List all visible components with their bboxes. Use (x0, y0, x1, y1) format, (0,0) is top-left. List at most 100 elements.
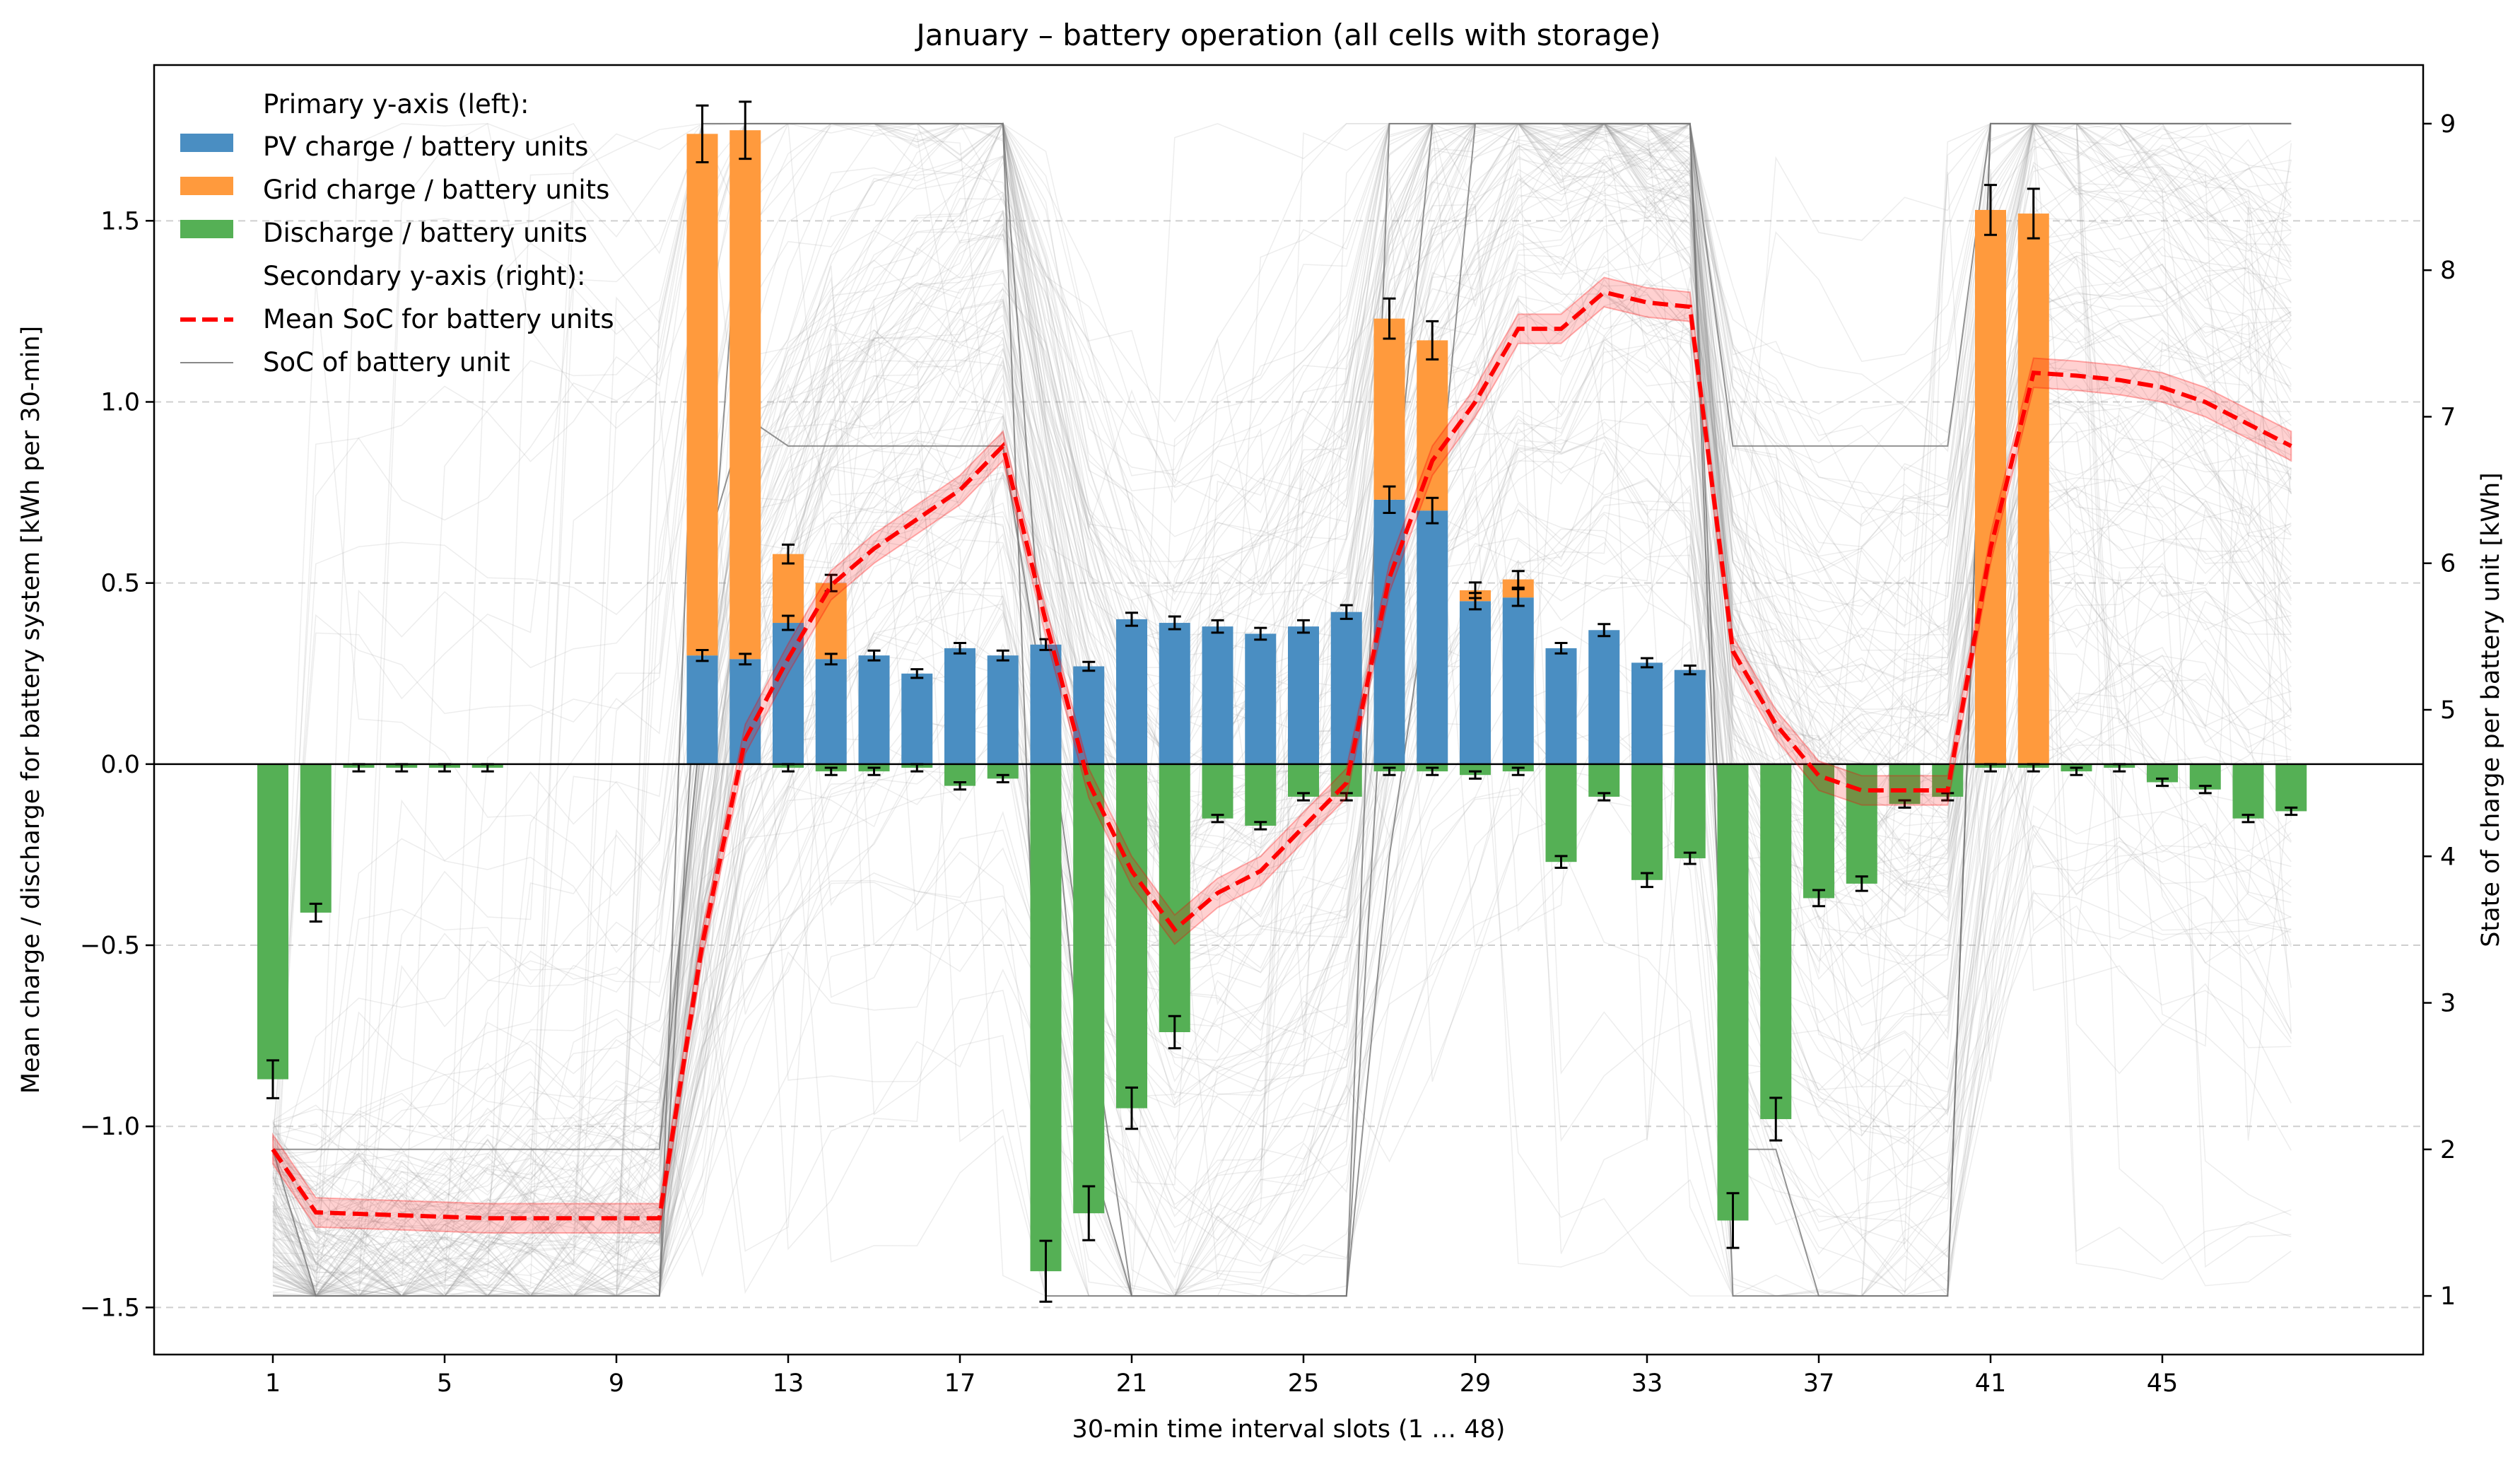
unit-soc-line (272, 123, 2292, 1260)
unit-soc-line (272, 123, 2292, 1244)
unit-soc-line (272, 129, 2292, 1297)
legend-label-mean-soc: Mean SoC for battery units (263, 304, 614, 334)
unit-soc-line (272, 122, 2292, 1296)
unit-soc-line (272, 266, 2292, 1297)
unit-soc-line (272, 123, 2292, 1297)
pv-bar (1502, 597, 1534, 764)
discharge-bar (1073, 764, 1105, 1214)
x-tick-label: 29 (1460, 1369, 1492, 1398)
unit-soc-line (272, 122, 2292, 1297)
unit-soc-line (272, 407, 2292, 1287)
grid-bar (1417, 340, 1448, 511)
pv-bar (686, 655, 718, 764)
unit-soc-line (272, 427, 2292, 1297)
unit-soc-line (272, 123, 2292, 1297)
x-tick-label: 25 (1288, 1369, 1320, 1398)
grid-bar (773, 554, 804, 624)
discharge-bar (1545, 764, 1577, 862)
pv-bar (858, 655, 890, 764)
unit-soc-line (272, 122, 2292, 1297)
unit-soc-line (272, 122, 2292, 1248)
unit-soc-line-highlight (273, 122, 2292, 1297)
x-tick-label: 9 (609, 1369, 624, 1398)
unit-soc-line (272, 123, 2292, 1297)
unit-soc-line (272, 406, 2292, 1297)
unit-soc-line (272, 123, 2292, 1282)
mean-soc-line (271, 290, 2292, 1221)
pv-bar (1202, 626, 1233, 764)
unit-soc-line (272, 123, 2292, 1297)
discharge-bar (1116, 764, 1147, 1109)
unit-soc-line (272, 156, 2292, 1297)
unit-soc-lines (272, 122, 2292, 1298)
unit-soc-line (272, 123, 2292, 1165)
pv-bar (1417, 510, 1448, 764)
unit-soc-line (272, 122, 2292, 1297)
unit-soc-line (272, 123, 2292, 1297)
unit-soc-line (272, 329, 2292, 1241)
y-tick-label-left: 0.5 (100, 570, 140, 598)
unit-soc-line (272, 123, 2292, 1297)
unit-soc-line (272, 122, 2292, 1211)
error-bars (266, 100, 2298, 1303)
y-tick-label-right: 6 (2440, 550, 2456, 578)
unit-soc-line (272, 123, 2292, 1284)
pv-bar (815, 659, 847, 764)
unit-soc-line (272, 345, 2292, 1297)
pv-bar (1631, 662, 1663, 764)
unit-soc-line (272, 391, 2292, 1297)
x-tick-label: 17 (944, 1369, 976, 1398)
unit-soc-line (272, 122, 2292, 1230)
unit-soc-line (272, 177, 2292, 1297)
unit-soc-line (272, 123, 2292, 1297)
pv-bar (773, 623, 804, 764)
grid-bar (815, 583, 847, 660)
y-tick-label-right: 9 (2440, 110, 2456, 139)
discharge-bar (1631, 764, 1663, 880)
y-tick-label-left: 1.0 (100, 388, 140, 416)
x-tick-label: 13 (773, 1369, 804, 1398)
legend-header-primary: Primary y-axis (left): (263, 89, 529, 119)
unit-soc-line (272, 123, 2292, 1297)
y-tick-label-left: 1.5 (100, 207, 140, 235)
discharge-bar (1202, 764, 1233, 819)
unit-soc-line (272, 276, 2292, 1297)
unit-soc-line (272, 122, 2292, 1182)
unit-soc-line (272, 123, 2292, 1298)
unit-soc-line (272, 123, 2292, 1142)
legend-header-secondary: Secondary y-axis (right): (263, 261, 585, 291)
unit-soc-line (272, 344, 2292, 1297)
unit-soc-line (272, 123, 2292, 1297)
unit-soc-line (272, 247, 2292, 1256)
y-tick-label-right: 7 (2440, 403, 2456, 431)
x-axis-label: 30-min time interval slots (1 … 48) (1072, 1415, 1506, 1444)
unit-soc-line (272, 123, 2292, 1193)
y-tick-label-right: 8 (2440, 257, 2456, 285)
unit-soc-line (272, 263, 2292, 1233)
discharge-bar (1760, 764, 1792, 1119)
y-tick-label-left: −1.0 (80, 1113, 140, 1141)
y-axis-label-right: State of charge per battery unit [kWh] (2477, 472, 2505, 947)
discharge-bar (1803, 764, 1834, 899)
axes: 1 5 9 13 17 21 25 29 33 37 41 45−1.5−1.0−0.50.00.51… (80, 110, 2456, 1398)
legend-swatch-grid (180, 177, 233, 195)
unit-soc-line (272, 123, 2292, 1297)
discharge-bar (257, 764, 288, 1080)
x-tick-label: 37 (1803, 1369, 1835, 1398)
unit-soc-line (272, 123, 2292, 1266)
legend-label-unit-soc: SoC of battery unit (263, 347, 510, 378)
unit-soc-line (272, 123, 2292, 1297)
unit-soc-line (272, 337, 2292, 1297)
unit-soc-line (272, 293, 2292, 1297)
unit-soc-line (272, 123, 2292, 1297)
pv-bar (1545, 648, 1577, 764)
unit-soc-line (272, 122, 2292, 1297)
unit-soc-line (272, 123, 2292, 1297)
unit-soc-line (272, 122, 2292, 1297)
unit-soc-line (272, 343, 2292, 1297)
grid-bar (2017, 214, 2049, 764)
unit-soc-line (272, 211, 2292, 1297)
unit-soc-line (272, 299, 2292, 1297)
discharge-bar (1159, 764, 1190, 1032)
grid-bar (1975, 209, 2006, 764)
